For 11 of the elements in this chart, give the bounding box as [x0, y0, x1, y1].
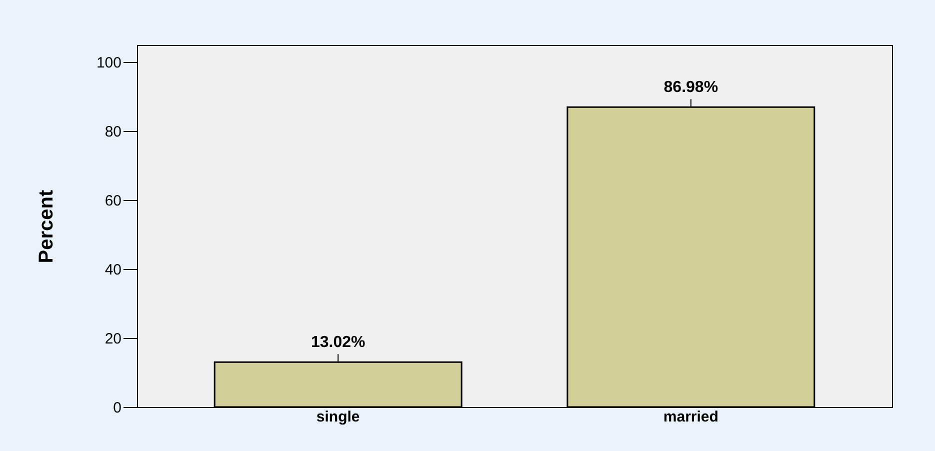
x-tick-label: single — [316, 408, 360, 426]
y-tick-label: 80 — [104, 124, 122, 141]
y-axis-title: Percent — [35, 189, 58, 264]
data-label: 13.02% — [310, 334, 366, 352]
y-tick-label: 60 — [104, 192, 122, 210]
y-tick-label: 40 — [104, 262, 122, 279]
y-tick-label: 0 — [113, 400, 122, 416]
y-tick-label: 20 — [104, 330, 122, 348]
data-label: 86.98% — [664, 79, 718, 96]
x-tick-label: married — [663, 408, 718, 426]
y-tick-label: 100 — [96, 54, 122, 72]
